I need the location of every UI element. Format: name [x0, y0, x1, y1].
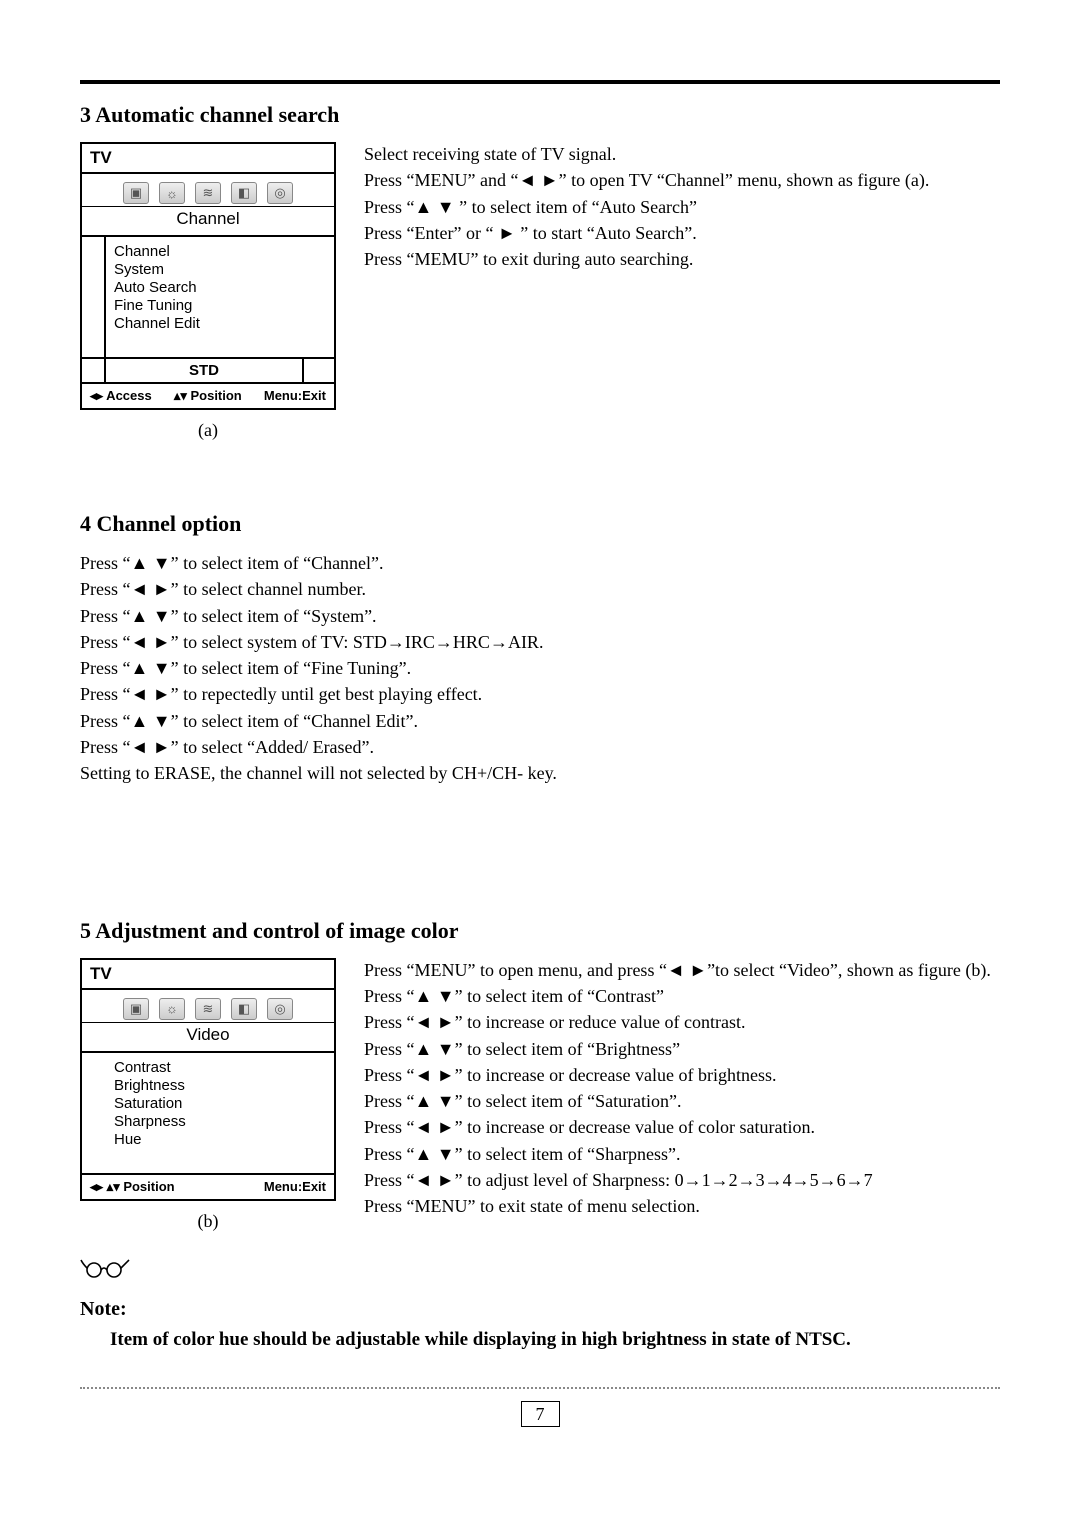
menu-item: Hue: [114, 1131, 326, 1149]
menu-item: Auto Search: [114, 279, 326, 297]
para: Press “◄ ►” to repectedly until get best…: [80, 682, 1000, 706]
para: Press “Enter” or “ ► ” to start “Auto Se…: [364, 221, 1000, 245]
figure-label-a: (a): [80, 420, 336, 441]
tv-title: TV: [82, 960, 334, 990]
para: Press “▲ ▼” to select item of “System”.: [80, 604, 1000, 628]
section5-heading: 5 Adjustment and control of image color: [80, 918, 1000, 944]
glasses-icon: [80, 1254, 1000, 1288]
tv-title: TV: [82, 144, 334, 174]
picture-icon: ▣: [123, 998, 149, 1020]
para: Press “◄ ►” to increase or decrease valu…: [364, 1115, 1000, 1139]
wave-icon: ≋: [195, 998, 221, 1020]
sun-icon: ☼: [159, 998, 185, 1020]
gear-icon: ◎: [267, 998, 293, 1020]
para: Press “▲ ▼” to select item of “Fine Tuni…: [80, 656, 1000, 680]
para: Press “◄ ►” to increase or decrease valu…: [364, 1063, 1000, 1087]
menu-subtitle: Channel: [82, 207, 334, 237]
section3-text: Select receiving state of TV signal. Pre…: [364, 142, 1000, 273]
para: Press “▲ ▼” to select item of “Contrast”: [364, 984, 1000, 1008]
icon-row: ▣ ☼ ≋ ◧ ◎: [82, 990, 334, 1023]
menu-item: Saturation: [114, 1095, 326, 1113]
menu-subtitle: Video: [82, 1023, 334, 1053]
sun-icon: ☼: [159, 182, 185, 204]
para: Press “▲ ▼” to select item of “Brightnes…: [364, 1037, 1000, 1061]
section5-text: Press “MENU” to open menu, and press “◄ …: [364, 958, 1000, 1221]
foot-position: ▴▾ Position: [174, 388, 242, 404]
para: Press “◄ ►” to select system of TV: STD→…: [80, 630, 1000, 654]
menu-item: Brightness: [114, 1077, 326, 1095]
menu-items-b: Contrast Brightness Saturation Sharpness…: [106, 1053, 334, 1173]
para: Press “▲ ▼” to select item of “Sharpness…: [364, 1142, 1000, 1166]
para: Press “▲ ▼” to select item of “Saturatio…: [364, 1089, 1000, 1113]
tv-menu-a: TV ▣ ☼ ≋ ◧ ◎ Channel Channel System: [80, 142, 336, 441]
para: Press “◄ ►” to select channel number.: [80, 577, 1000, 601]
menu-items-a: Channel System Auto Search Fine Tuning C…: [106, 237, 334, 357]
section4-heading: 4 Channel option: [80, 511, 1000, 537]
menu-item: System: [114, 261, 326, 279]
para: Press “◄ ►” to select “Added/ Erased”.: [80, 735, 1000, 759]
picture-icon: ▣: [123, 182, 149, 204]
menu-item: Channel: [114, 243, 326, 261]
note-heading: Note:: [80, 1298, 1000, 1321]
menu-item: Channel Edit: [114, 315, 326, 333]
icon-row: ▣ ☼ ≋ ◧ ◎: [82, 174, 334, 207]
para: Press “▲ ▼” to select item of “Channel”.: [80, 551, 1000, 575]
page-number: 7: [521, 1401, 560, 1427]
menu-item: Contrast: [114, 1059, 326, 1077]
section4-text: Press “▲ ▼” to select item of “Channel”.…: [80, 551, 1000, 786]
menu-item: Sharpness: [114, 1113, 326, 1131]
section3-heading: 3 Automatic channel search: [80, 102, 1000, 128]
std-label: STD: [106, 359, 304, 382]
clock-icon: ◧: [231, 998, 257, 1020]
figure-label-b: (b): [80, 1211, 336, 1232]
clock-icon: ◧: [231, 182, 257, 204]
para: Press “▲ ▼” to select item of “Channel E…: [80, 709, 1000, 733]
foot-position: ◂▸ ▴▾ Position: [90, 1179, 175, 1195]
tv-menu-b: TV ▣ ☼ ≋ ◧ ◎ Video Contrast Brightn: [80, 958, 336, 1232]
para: Press “◄ ►” to adjust level of Sharpness…: [364, 1168, 1000, 1192]
para: Setting to ERASE, the channel will not s…: [80, 761, 1000, 785]
gear-icon: ◎: [267, 182, 293, 204]
para: Press “▲ ▼ ” to select item of “Auto Sea…: [364, 195, 1000, 219]
para: Press “◄ ►” to increase or reduce value …: [364, 1010, 1000, 1034]
foot-menu: Menu:Exit: [264, 388, 326, 404]
para: Press “MENU” to open menu, and press “◄ …: [364, 958, 1000, 982]
note-body: Item of color hue should be adjustable w…: [110, 1329, 1000, 1351]
foot-access: ◂▸ Access: [90, 388, 152, 404]
para: Press “MENU” to exit state of menu selec…: [364, 1194, 1000, 1218]
para: Select receiving state of TV signal.: [364, 142, 1000, 166]
para: Press “MEMU” to exit during auto searchi…: [364, 247, 1000, 271]
wave-icon: ≋: [195, 182, 221, 204]
para: Press “MENU” and “◄ ►” to open TV “Chann…: [364, 168, 1000, 192]
menu-item: Fine Tuning: [114, 297, 326, 315]
foot-menu: Menu:Exit: [264, 1179, 326, 1195]
